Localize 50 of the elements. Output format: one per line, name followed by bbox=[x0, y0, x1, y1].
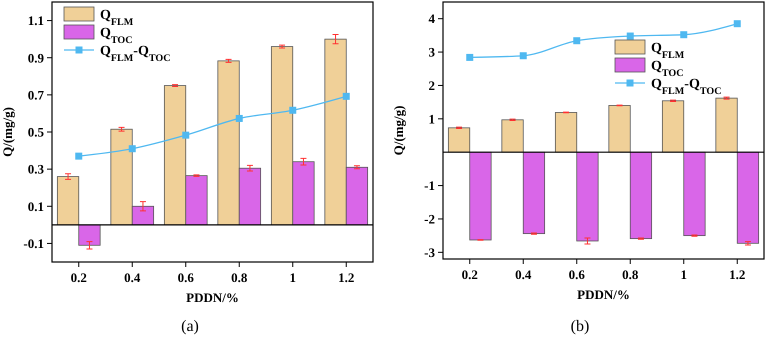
legend-label: Q$_{FLM}$-Q$_{TOC}$ bbox=[651, 77, 722, 96]
x-tick-label: 0.4 bbox=[124, 270, 141, 285]
y-tick-label: 0.9 bbox=[28, 50, 44, 66]
y-tick-label: 0.1 bbox=[28, 198, 44, 214]
point bbox=[128, 145, 136, 152]
x-tick-label: 0.6 bbox=[568, 267, 586, 282]
text: (a) bbox=[181, 318, 199, 335]
x-tick-label: 1.2 bbox=[338, 270, 354, 285]
y-tick-label: 2 bbox=[428, 78, 435, 93]
y-tick-label: -3 bbox=[424, 244, 436, 260]
y-axis-title: Q/(mg/g) bbox=[0, 107, 15, 157]
y-tick-label: 1.1 bbox=[28, 13, 44, 28]
y-tick-label: 3 bbox=[428, 44, 436, 60]
x-tick-label: 1.2 bbox=[729, 267, 746, 282]
legend-label: Q$_{FLM}$ bbox=[651, 41, 685, 60]
point bbox=[680, 31, 688, 38]
x-tick-label: 0.6 bbox=[178, 270, 194, 285]
point bbox=[573, 37, 580, 44]
text: (b) bbox=[570, 318, 590, 335]
point bbox=[734, 20, 741, 28]
legend-label: Q$_{TOC}$ bbox=[651, 59, 684, 78]
legend-label: Q$_{FLM}$ bbox=[100, 8, 134, 28]
point bbox=[342, 92, 350, 100]
x-tick-label: 0.4 bbox=[515, 267, 532, 282]
x-tick-label: 0.2 bbox=[462, 267, 478, 282]
point bbox=[520, 52, 527, 60]
x-tick-label: 0.2 bbox=[70, 270, 87, 285]
point bbox=[75, 152, 82, 160]
x-tick-label: 1 bbox=[290, 270, 296, 285]
point bbox=[182, 132, 190, 139]
y-tick-label: -0.1 bbox=[23, 236, 44, 251]
point bbox=[236, 114, 243, 122]
y-axis-title: Q/(mg/g) bbox=[391, 106, 406, 156]
point bbox=[466, 54, 474, 61]
point bbox=[289, 106, 296, 114]
x-tick-label: 0.8 bbox=[622, 267, 639, 282]
x-tick-label: 0.8 bbox=[231, 270, 248, 285]
x-tick-label: 1 bbox=[680, 267, 687, 282]
y-tick-label: 1 bbox=[428, 111, 435, 126]
point bbox=[626, 32, 634, 40]
y-tick-label: 0.5 bbox=[28, 124, 44, 140]
y-tick-label: -2 bbox=[424, 212, 435, 226]
y-tick-label: 0.3 bbox=[28, 162, 44, 177]
legend-label: Q$_{FLM}$-Q$_{TOC}$ bbox=[100, 44, 171, 64]
x-axis-title: PDDN/% bbox=[577, 287, 630, 302]
y-tick-label: 0.7 bbox=[28, 87, 44, 102]
y-tick-label: 4 bbox=[428, 11, 436, 26]
x-axis-title: PDDN/% bbox=[186, 290, 239, 305]
legend-label: Q$_{TOC}$ bbox=[100, 26, 133, 46]
y-tick-label: -1 bbox=[424, 178, 435, 194]
